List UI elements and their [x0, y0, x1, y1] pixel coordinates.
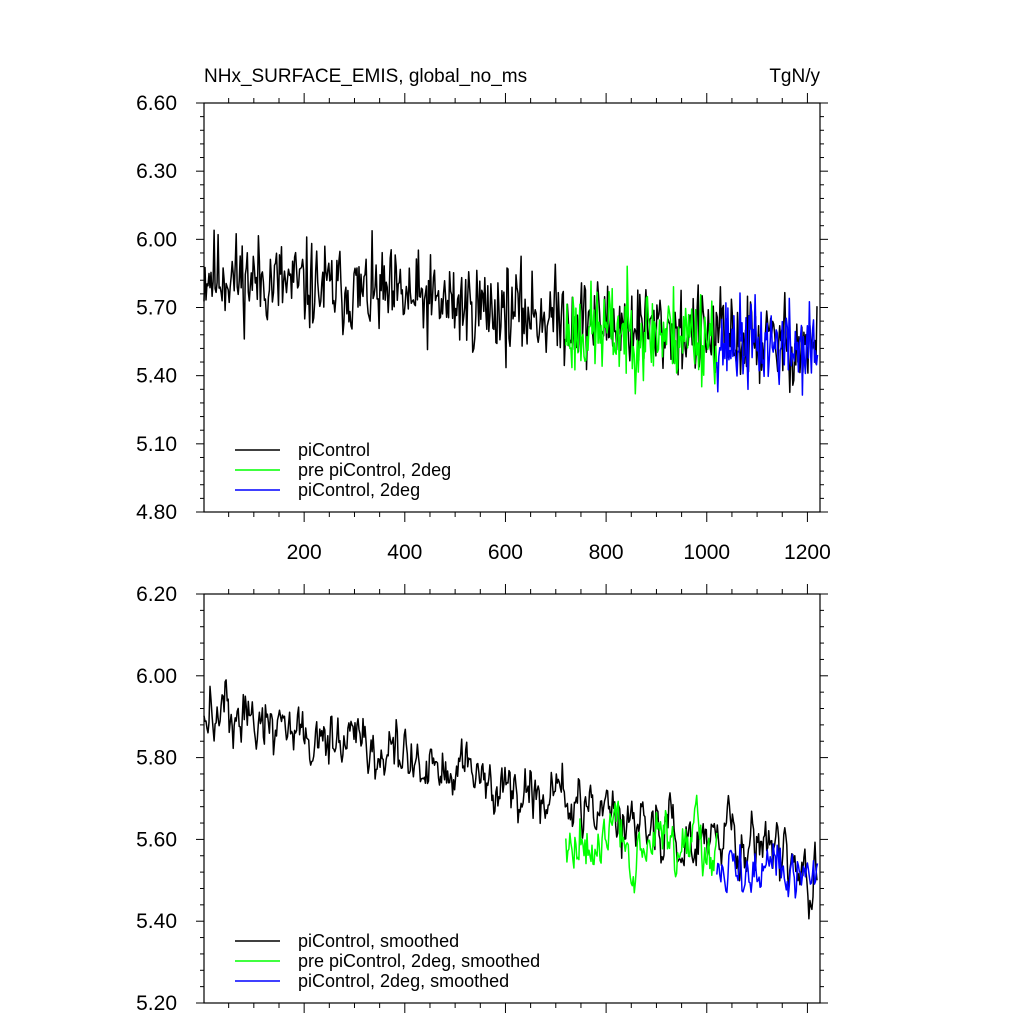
y-tick-label: 6.00 [136, 228, 177, 251]
series-layer [203, 229, 819, 396]
plot-frame [203, 593, 821, 1004]
x-tick-label: 1200 [784, 541, 831, 564]
series-line-1 [565, 794, 718, 894]
y-tick-label: 5.10 [136, 433, 177, 456]
bottom-panel: 5.20 5.40 5.60 5.80 6.00 6.20 piControl, smoo… [136, 583, 828, 1015]
legend: piControl pre piControl, 2deg piControl,… [235, 440, 451, 500]
legend-label-2: piControl, 2deg [298, 480, 420, 500]
y-tick-label: 5.20 [136, 992, 177, 1015]
y-tick-label: 4.80 [136, 501, 177, 524]
top-panel: NHx_SURFACE_EMIS, global_no_ms TgN/y 4.8… [136, 66, 831, 564]
legend-label-1: pre piControl, 2deg [298, 460, 451, 480]
series-line-1 [565, 265, 718, 395]
x-tick-label: 400 [387, 541, 422, 564]
legend-label-2: piControl, 2deg, smoothed [298, 971, 509, 991]
series-layer [203, 679, 819, 920]
legend: piControl, smoothed pre piControl, 2deg,… [235, 931, 540, 991]
y-tick-label: 6.60 [136, 92, 177, 115]
x-tick-label: 800 [589, 541, 624, 564]
legend-label-0: piControl [298, 440, 370, 460]
y-tick-label: 6.30 [136, 160, 177, 183]
legend-label-1: pre piControl, 2deg, smoothed [298, 951, 540, 971]
y-tick-label: 5.40 [136, 365, 177, 388]
x-tick-label: 1000 [683, 541, 730, 564]
plot-frame [203, 102, 821, 513]
y-tick-label: 5.80 [136, 747, 177, 770]
y-tick-label: 6.20 [136, 583, 177, 606]
series-line-2 [716, 843, 819, 899]
chart-title: NHx_SURFACE_EMIS, global_no_ms [204, 66, 527, 87]
series-line-2 [716, 292, 819, 396]
axis-ticks: 5.20 5.40 5.60 5.80 6.00 6.20 [136, 583, 828, 1015]
axis-ticks: 4.80 5.10 5.40 5.70 6.00 6.30 6.60 200 400 600 800… [136, 92, 831, 564]
y-tick-label: 5.60 [136, 828, 177, 851]
y-tick-label: 5.70 [136, 297, 177, 320]
units-label: TgN/y [769, 66, 820, 87]
x-tick-label: 600 [488, 541, 523, 564]
legend-label-0: piControl, smoothed [298, 931, 459, 951]
series-line-0 [203, 679, 818, 920]
x-tick-label: 200 [287, 541, 322, 564]
y-tick-label: 5.40 [136, 910, 177, 933]
y-tick-label: 6.00 [136, 665, 177, 688]
